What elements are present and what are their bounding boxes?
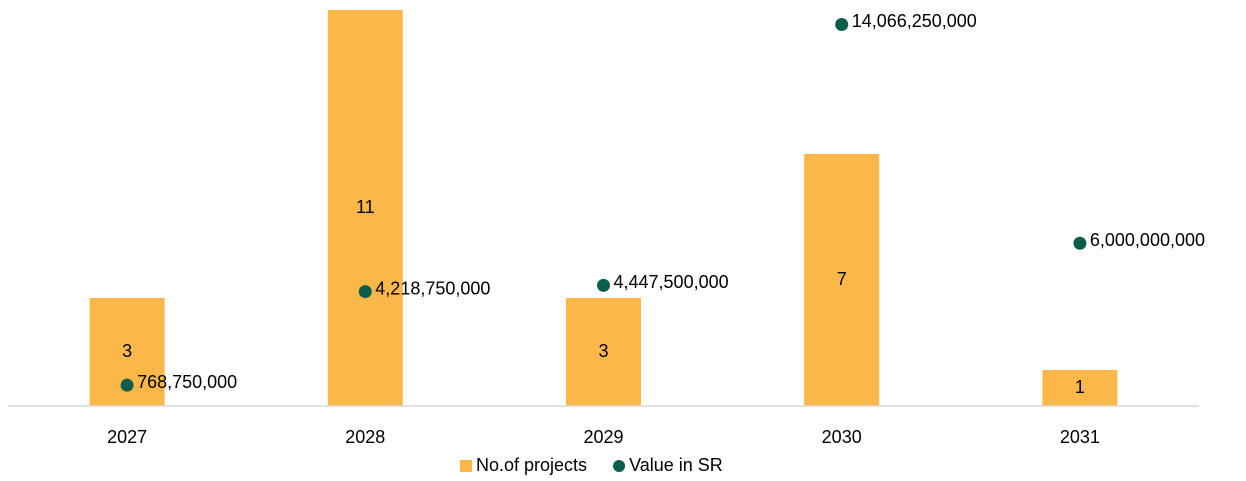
- point-label: 14,066,250,000: [852, 11, 977, 31]
- point-label: 6,000,000,000: [1090, 230, 1205, 250]
- point-label: 4,218,750,000: [375, 278, 490, 298]
- bar-label: 3: [122, 341, 132, 361]
- bar-label: 3: [598, 341, 608, 361]
- bar: [327, 10, 403, 406]
- legend-swatch: [460, 460, 472, 472]
- point-label: 768,750,000: [137, 372, 237, 392]
- point: [597, 278, 610, 292]
- point: [358, 285, 372, 299]
- point-label: 4,447,500,000: [614, 272, 729, 292]
- x-tick-label: 2029: [583, 427, 623, 447]
- legend-swatch: [613, 460, 626, 472]
- x-tick-label: 2031: [1060, 427, 1100, 447]
- legend-label: Value in SR: [629, 455, 723, 475]
- point: [1073, 236, 1087, 250]
- bar: [566, 298, 641, 406]
- point: [835, 17, 849, 31]
- legend-label: No.of projects: [476, 455, 587, 475]
- bar-label: 11: [356, 197, 375, 217]
- bar-label: 7: [837, 269, 847, 289]
- x-tick-label: 2030: [822, 427, 862, 447]
- x-tick-label: 2028: [345, 427, 385, 447]
- x-tick-label: 2027: [107, 427, 147, 447]
- bar-label: 1: [1075, 377, 1085, 397]
- point: [120, 378, 134, 392]
- bar: [1042, 370, 1118, 406]
- bar: [804, 154, 880, 406]
